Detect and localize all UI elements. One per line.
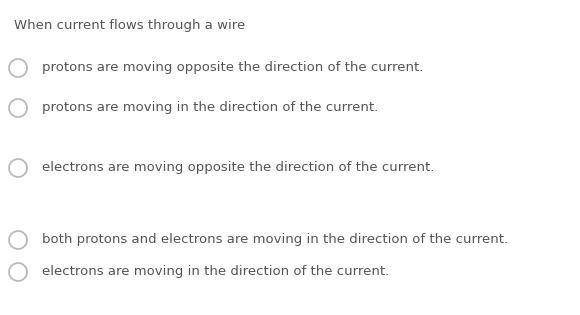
Text: electrons are moving opposite the direction of the current.: electrons are moving opposite the direct… <box>42 162 434 175</box>
Text: When current flows through a wire: When current flows through a wire <box>14 19 245 32</box>
Text: protons are moving opposite the direction of the current.: protons are moving opposite the directio… <box>42 61 423 75</box>
Text: both protons and electrons are moving in the direction of the current.: both protons and electrons are moving in… <box>42 233 508 247</box>
Text: electrons are moving in the direction of the current.: electrons are moving in the direction of… <box>42 266 389 278</box>
Text: protons are moving in the direction of the current.: protons are moving in the direction of t… <box>42 101 378 114</box>
